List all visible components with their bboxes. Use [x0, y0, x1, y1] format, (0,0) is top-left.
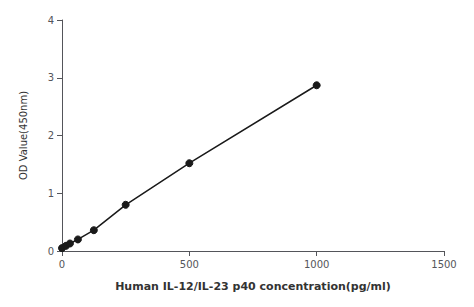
svg-text:Human IL-12/IL-23 p40 concentr: Human IL-12/IL-23 p40 concentration(pg/m…	[115, 280, 391, 293]
svg-text:4: 4	[48, 15, 54, 26]
svg-text:1: 1	[48, 188, 54, 199]
svg-text:1500: 1500	[431, 259, 456, 270]
svg-text:1000: 1000	[304, 259, 329, 270]
svg-text:OD Value(450nm): OD Value(450nm)	[18, 91, 29, 180]
svg-text:2: 2	[48, 130, 54, 141]
svg-text:500: 500	[180, 259, 199, 270]
svg-text:0: 0	[59, 259, 65, 270]
svg-text:0: 0	[48, 246, 54, 257]
svg-text:3: 3	[48, 72, 54, 83]
